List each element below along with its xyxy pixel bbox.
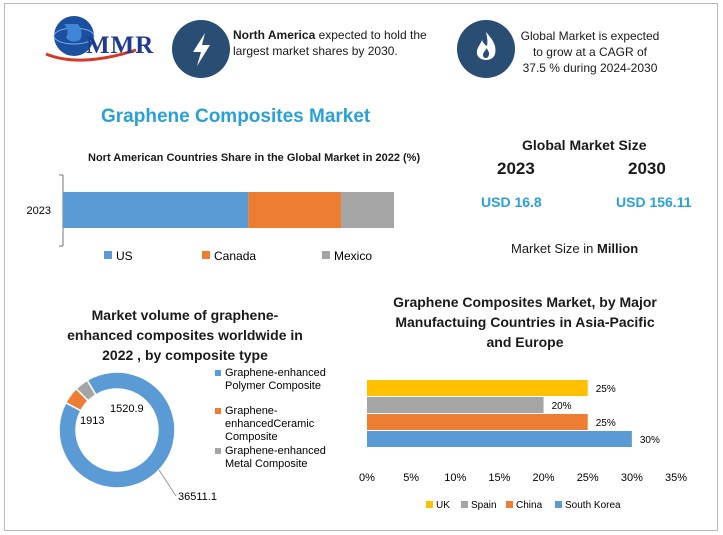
- legend-swatch-south-korea: [555, 501, 562, 508]
- donut-chart-title: Market volume of graphene-enhanced compo…: [67, 307, 303, 363]
- page-title: Graphene Composites Market: [101, 106, 371, 127]
- data-label: 36511.1: [178, 491, 217, 502]
- legend-label-spain: Spain: [471, 500, 497, 511]
- stacked-chart-title: Nort American Countries Share in the Glo…: [88, 152, 421, 164]
- bar-south-korea: [367, 431, 632, 447]
- x-tick-label: 10%: [444, 472, 466, 484]
- fire-icon: [457, 20, 515, 78]
- x-tick-label: 25%: [577, 472, 599, 484]
- legend-swatch-2: [215, 408, 221, 414]
- legend-swatch-us: [104, 251, 112, 259]
- legend-swatch-3: [215, 448, 221, 454]
- legend-swatch-china: [506, 501, 513, 508]
- kpi-value-2023: USD 16.8: [481, 194, 542, 210]
- kpi-note: Market Size in Million: [511, 241, 638, 256]
- lightning-icon: [172, 20, 230, 78]
- info-highlight: North America: [233, 28, 316, 42]
- hbar-chart-title: Graphene Composites Market, by Major Man…: [393, 294, 657, 350]
- stacked-bar-chart: 2023 US Canada Mexico: [27, 174, 394, 263]
- donut-slice-1: [58, 371, 176, 489]
- bar-segment-us: [63, 192, 249, 228]
- legend-label-china: China: [516, 500, 543, 511]
- data-label: 1520.9: [110, 403, 144, 415]
- legend-swatch-spain: [461, 501, 468, 508]
- data-label: 1913: [80, 415, 104, 427]
- leader-line: [158, 469, 177, 497]
- data-label: 25%: [596, 418, 616, 429]
- bar-spain: [367, 397, 544, 413]
- kpi-year-2030: 2030: [628, 159, 666, 178]
- globe-icon: [45, 16, 137, 62]
- donut-chart: 36511.1 1913 1520.9 Graphene-enhanced Polyme…: [58, 367, 326, 502]
- horizontal-bar-chart: 25% 20% 25% 30% 0% 5% 10% 15% 20% 25% 30% 35% UK Spai…: [359, 380, 687, 511]
- logo-text: MMR: [86, 32, 155, 59]
- legend-label-3: Graphene-enhanced Metal Composite: [225, 445, 326, 470]
- info-cagr: Global Market is expected to grow at a C…: [520, 29, 660, 75]
- legend-swatch-mexico: [322, 251, 330, 259]
- legend-swatch-canada: [202, 251, 210, 259]
- x-tick-label: 20%: [533, 472, 555, 484]
- donut-slice-3: [75, 379, 97, 402]
- legend-label-2: Graphene-enhancedCeramic Composite: [225, 405, 315, 443]
- bar-segment-canada: [248, 192, 342, 228]
- x-tick-label: 30%: [621, 472, 643, 484]
- legend-swatch-uk: [426, 501, 433, 508]
- info-text: expected to hold the largest market shar…: [233, 28, 427, 58]
- legend-swatch-1: [215, 370, 221, 376]
- legend-label-canada: Canada: [214, 249, 256, 263]
- legend-label-uk: UK: [436, 500, 450, 511]
- data-label: 25%: [596, 384, 616, 395]
- bar-segment-mexico: [341, 192, 394, 228]
- bar-china: [367, 414, 588, 430]
- category-label: 2023: [27, 205, 51, 217]
- legend-label-1: Graphene-enhanced Polymer Composite: [225, 367, 326, 392]
- x-tick-label: 0%: [359, 472, 375, 484]
- x-tick-label: 5%: [403, 472, 419, 484]
- infographic-frame: [4, 3, 718, 531]
- kpi-note-prefix: Market Size in: [511, 241, 597, 256]
- bar-uk: [367, 380, 588, 396]
- data-label: 30%: [640, 435, 660, 446]
- kpi-year-2023: 2023: [497, 159, 535, 178]
- kpi-value-2030: USD 156.11: [616, 194, 692, 210]
- x-tick-label: 35%: [665, 472, 687, 484]
- info-north-america: North America expected to hold the large…: [233, 27, 438, 59]
- legend-label-us: US: [116, 249, 133, 263]
- x-tick-label: 15%: [488, 472, 510, 484]
- kpi-note-unit: Million: [596, 241, 639, 256]
- legend-label-south-korea: South Korea: [565, 500, 621, 511]
- kpi-title: Global Market Size: [522, 137, 647, 153]
- logo: MMR: [40, 10, 160, 70]
- data-label: 20%: [552, 401, 572, 412]
- legend-label-mexico: Mexico: [334, 249, 372, 263]
